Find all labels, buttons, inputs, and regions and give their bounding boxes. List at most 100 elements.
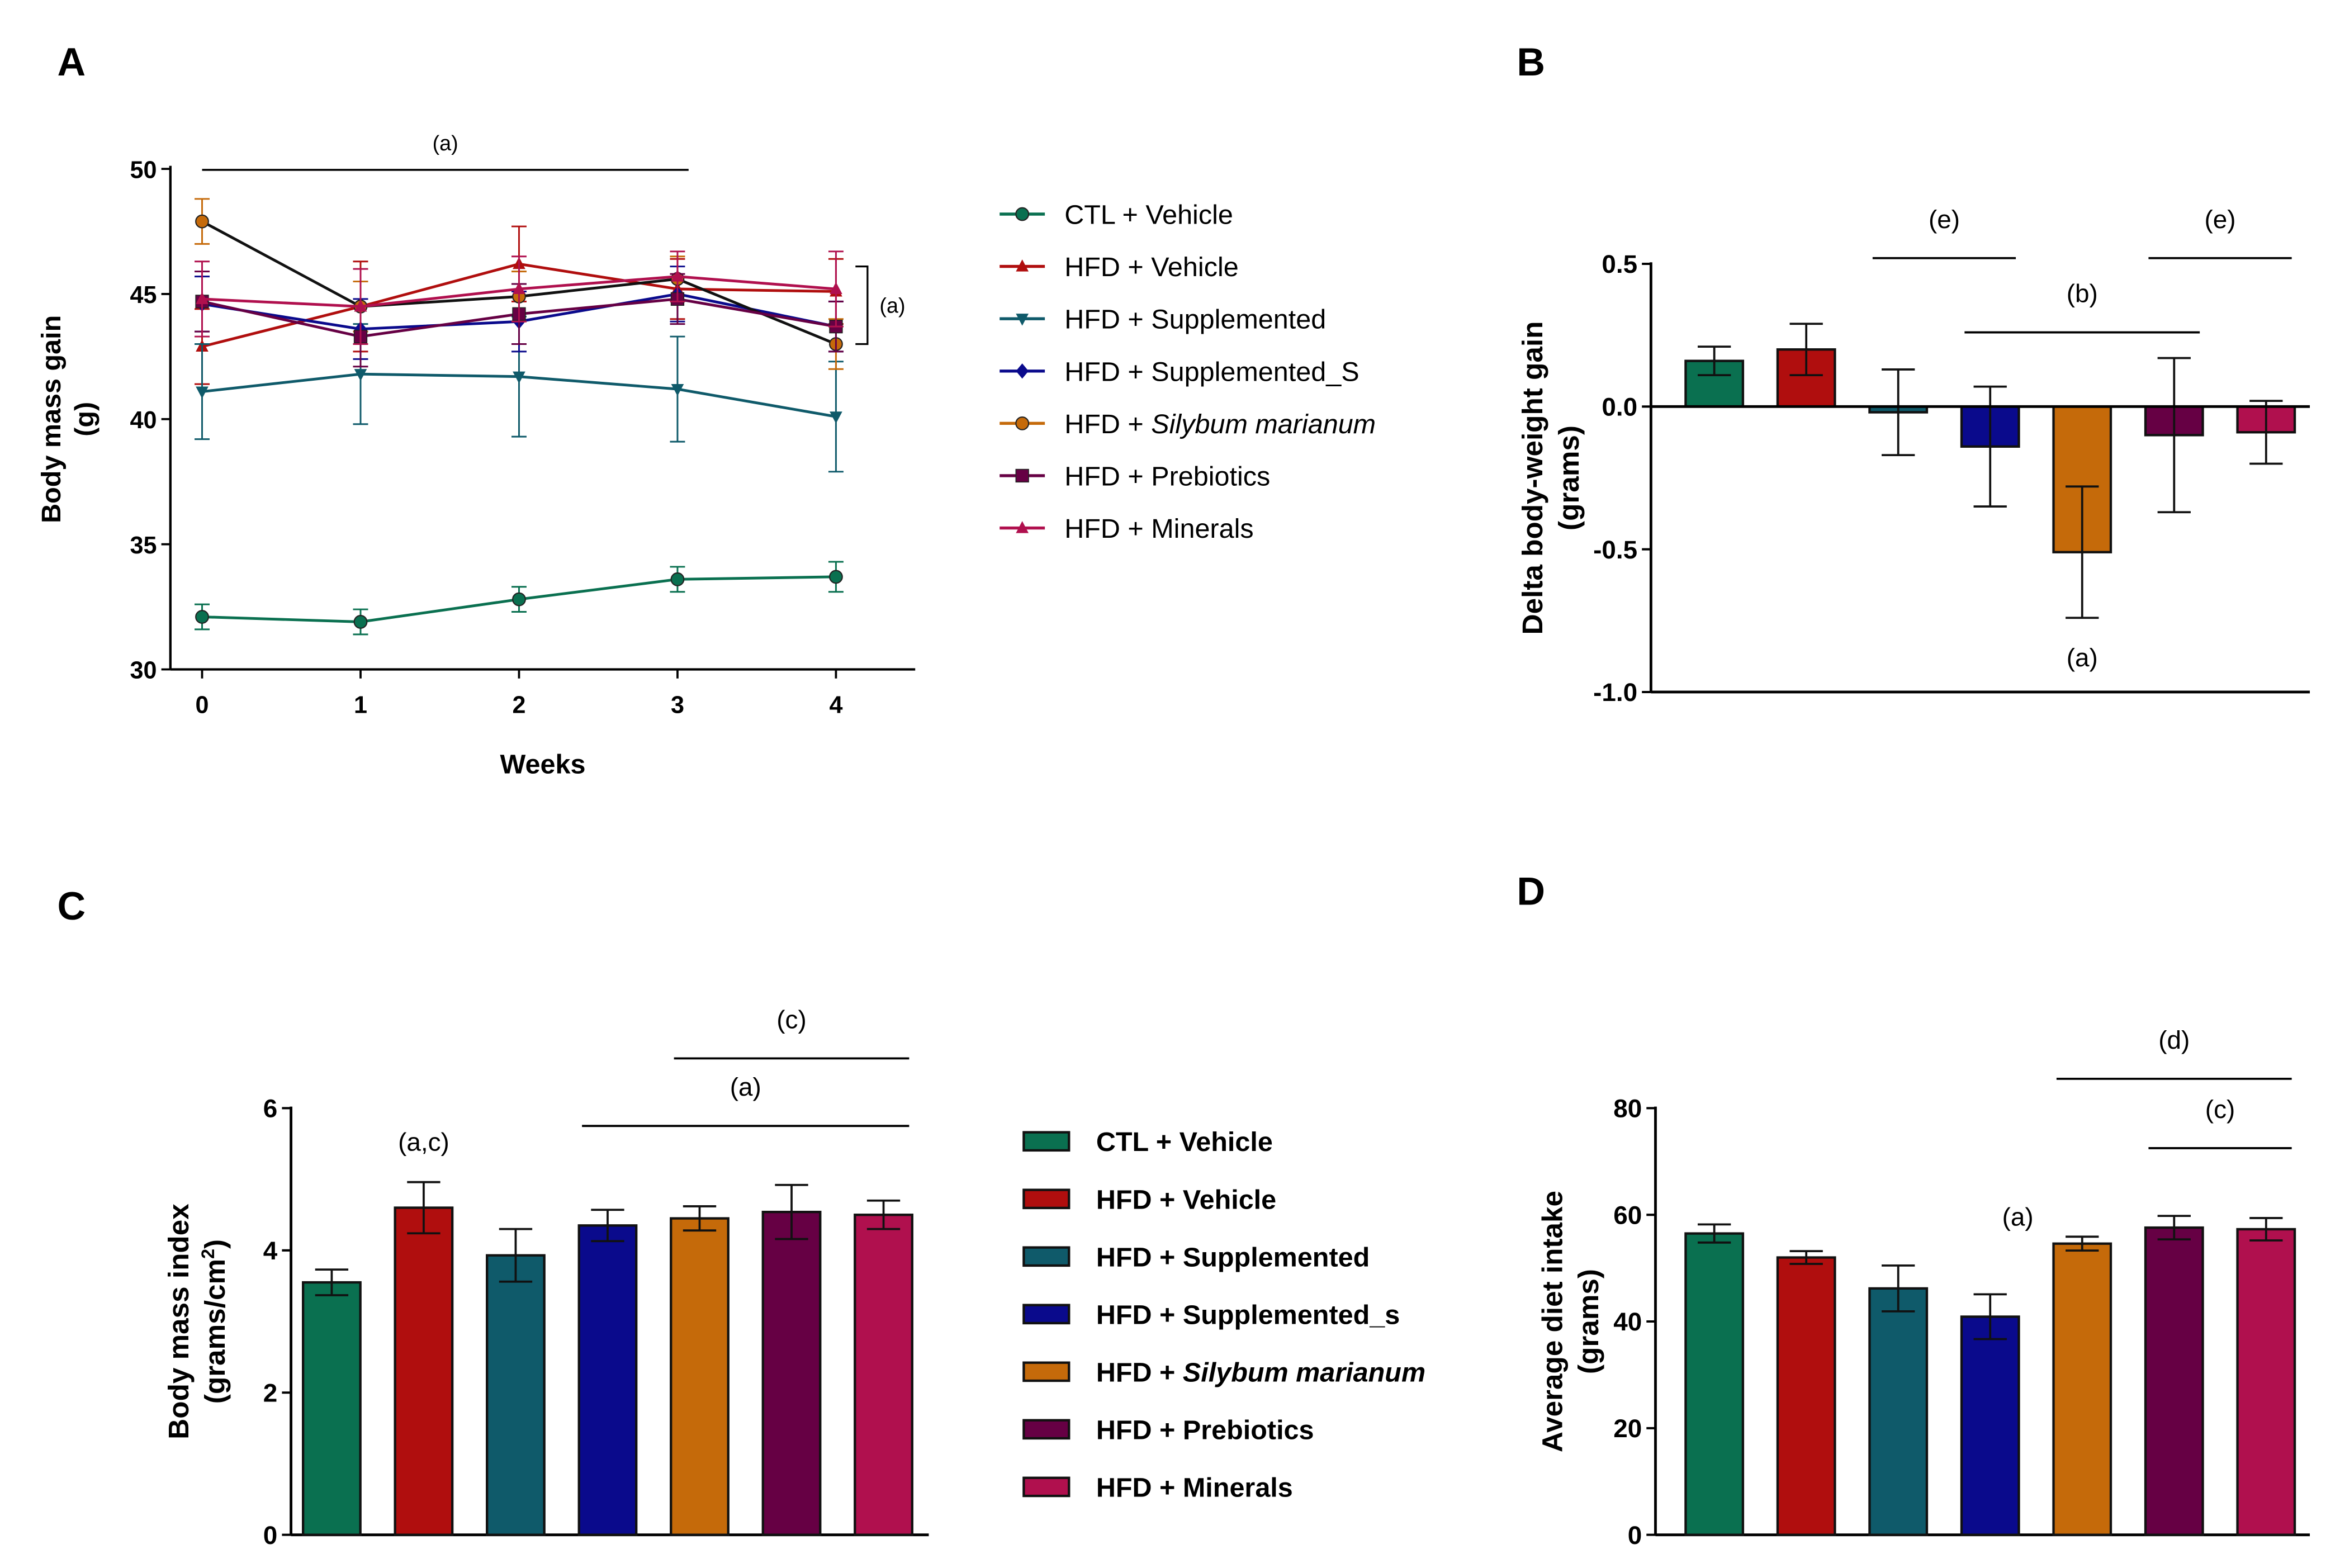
sig-label-panelB: (a): [2067, 643, 2098, 672]
data-point-a: [196, 386, 209, 399]
legend-label-c: HFD + Silybum marianum: [1096, 1357, 1425, 1387]
legend-label-a: HFD + Vehicle: [1064, 252, 1239, 282]
sig-label-panelD: (c): [2205, 1095, 2235, 1124]
legend-label-a: CTL + Vehicle: [1064, 200, 1233, 230]
sig-label-panelD: (d): [2158, 1025, 2190, 1054]
y-tick-label-a: 35: [130, 532, 157, 559]
sig-label-panelC: (a): [730, 1072, 761, 1101]
bar-panelD: [1776, 1256, 1836, 1536]
data-point-a: [512, 592, 526, 607]
sig-label-panelB: (b): [2067, 279, 2098, 308]
panel-label-d: D: [1517, 869, 1545, 913]
y-tick-label-a: 30: [130, 657, 157, 684]
y-tick-label-panelC: 2: [263, 1378, 277, 1407]
y-tick-label-panelD: 80: [1613, 1094, 1642, 1123]
data-point-a: [513, 282, 525, 295]
bar-panelD: [2236, 1228, 2296, 1536]
data-point-a: [829, 570, 843, 584]
legend-marker-a: [1016, 259, 1029, 272]
y-tick-label-panelB: -0.5: [1593, 535, 1637, 564]
x-tick-label-a: 4: [829, 692, 842, 719]
legend-label-c: CTL + Vehicle: [1096, 1127, 1273, 1157]
panel-label-a: A: [58, 40, 86, 84]
legend-label-a: HFD + Silybum marianum: [1064, 409, 1376, 439]
legend-label-a: HFD + Minerals: [1064, 514, 1253, 544]
legend-label-a: HFD + Supplemented: [1064, 305, 1326, 335]
y-axis-title-a-line2: (g): [69, 402, 100, 437]
legend-marker-a: [1015, 468, 1029, 483]
y-axis-title-line1-panelD: Average diet intake: [1536, 1191, 1568, 1452]
y-tick-label-panelD: 0: [1628, 1520, 1642, 1550]
data-point-a: [354, 299, 367, 312]
y-axis-title-line2-panelB: (grams): [1553, 425, 1585, 530]
y-axis-title-line2-panelD: (grams): [1572, 1269, 1604, 1374]
y-axis-title-line2-panelC: (grams/cm: [199, 1259, 231, 1404]
legend-swatch-c: [1022, 1131, 1070, 1152]
y-axis-title-panelC: Body mass index (grams/cm2): [163, 1204, 231, 1439]
x-tick-label-a: 3: [671, 692, 684, 719]
bar-panelD: [1868, 1287, 1929, 1536]
y-axis-title-panelB: Delta body-weight gain (grams): [1517, 321, 1585, 635]
bar-panelC: [302, 1281, 362, 1536]
legend-swatch-c: [1022, 1361, 1070, 1382]
legend-label-a: HFD + Supplemented_S: [1064, 357, 1359, 387]
data-point-a: [196, 292, 209, 304]
y-tick-label-panelB: -1.0: [1593, 678, 1637, 707]
panel-label-b: B: [1517, 40, 1545, 84]
data-point-a: [830, 282, 842, 295]
x-tick-label-a: 1: [354, 692, 367, 719]
bar-panelC: [670, 1217, 730, 1536]
sig-label-a: (a): [433, 131, 458, 155]
legend-label-a-italic: Silybum marianum: [1151, 409, 1376, 439]
chart-b-bar: -1.0 -0.5 0.0 0.5 Delta body-weight gain (gra…: [1517, 205, 2310, 707]
legend-swatch-c: [1022, 1188, 1070, 1210]
legend-marker-a: [1016, 314, 1029, 326]
y-tick-label-panelC: 6: [263, 1094, 277, 1123]
bar-panelC: [761, 1210, 822, 1536]
legend-swatch-c: [1022, 1476, 1070, 1498]
y-tick-label-panelD: 40: [1613, 1307, 1642, 1336]
y-tick-label-panelC: 4: [263, 1236, 278, 1265]
legend-swatch-c: [1022, 1419, 1070, 1440]
x-axis-title-a: Weeks: [500, 750, 586, 780]
y-tick-label-a: 50: [130, 157, 157, 183]
panel-label-c: C: [58, 884, 86, 928]
legend-marker-a: [1016, 363, 1029, 379]
legend-label-c: HFD + Supplemented_s: [1096, 1300, 1400, 1330]
data-point-a: [354, 369, 367, 381]
sig-label-panelC: (a,c): [398, 1128, 449, 1157]
chart-d-bar: 0 20 40 60 80 Average diet intake (grams) (d) (c…: [1536, 1025, 2310, 1550]
y-axis-title-a-line1: Body mass gain: [36, 315, 67, 523]
bar-panelC: [486, 1254, 546, 1536]
bar-panelD: [2144, 1226, 2204, 1536]
legend-swatch-c: [1022, 1304, 1070, 1325]
y-tick-label-panelD: 20: [1613, 1414, 1642, 1443]
legend-label-a-prefix: HFD +: [1064, 409, 1151, 439]
legend-marker-a: [1015, 207, 1030, 221]
y-axis-title-line1-panelC: Body mass index: [163, 1204, 195, 1439]
sig-label-a: (a): [879, 294, 905, 318]
data-point-a: [513, 371, 525, 384]
y-tick-label-panelB: 0.0: [1602, 392, 1637, 421]
y-tick-label-a: 45: [130, 282, 157, 309]
x-tick-label-a: 0: [196, 692, 209, 719]
legend-label-c: HFD + Vehicle: [1096, 1185, 1276, 1215]
bar-panelD: [2052, 1242, 2112, 1536]
bar-panelD: [1960, 1315, 2020, 1536]
sig-label-panelB: (e): [2205, 205, 2236, 234]
data-point-a: [195, 610, 209, 624]
y-axis-title-line1-panelB: Delta body-weight gain: [1517, 321, 1548, 635]
y-tick-label-panelD: 60: [1613, 1200, 1642, 1229]
legend-label-c-prefix: HFD +: [1096, 1357, 1183, 1387]
bar-panelD: [1684, 1232, 1745, 1536]
x-tick-label-a: 2: [512, 692, 525, 719]
sig-label-panelD: (a): [2002, 1202, 2034, 1231]
bar-panelC: [577, 1224, 638, 1536]
y-tick-label-panelC: 0: [263, 1520, 277, 1550]
chart-a-line: 30 35 40 45 50 0 1 2 3 4 Weeks Body mass gain (g) (a)…: [36, 131, 916, 780]
data-point-a: [670, 572, 685, 586]
sig-label-panelB: (e): [1929, 205, 1960, 234]
legend-label-c: HFD + Supplemented: [1096, 1242, 1370, 1272]
legend-label-c: HFD + Prebiotics: [1096, 1415, 1314, 1445]
